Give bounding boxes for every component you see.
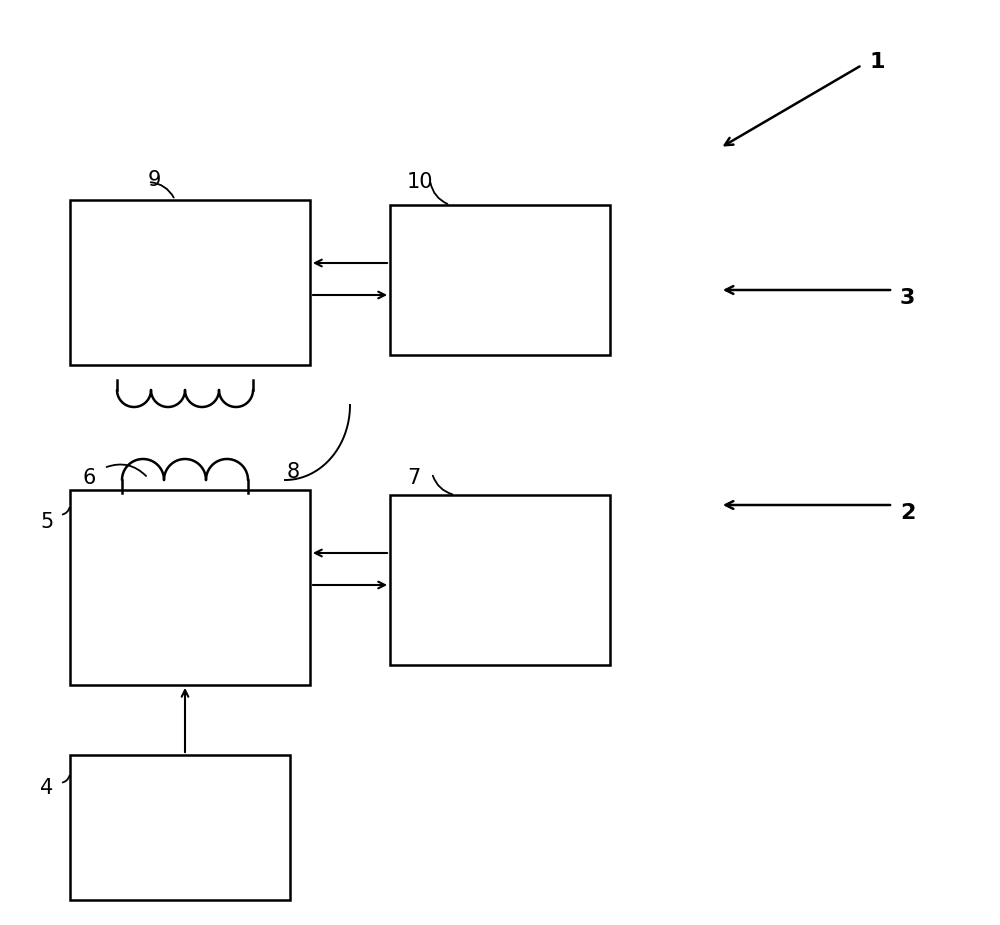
Text: 3: 3 <box>900 288 915 308</box>
Text: 10: 10 <box>407 172 434 192</box>
Text: 5: 5 <box>40 512 53 532</box>
Bar <box>390 495 610 665</box>
Text: 7: 7 <box>407 468 420 488</box>
Text: 8: 8 <box>287 462 300 482</box>
Text: 2: 2 <box>900 503 915 523</box>
Text: 9: 9 <box>148 170 161 190</box>
Text: 6: 6 <box>82 468 95 488</box>
Bar <box>70 200 310 365</box>
Text: 1: 1 <box>870 52 886 72</box>
Bar <box>390 205 610 355</box>
Bar <box>70 490 310 685</box>
Bar <box>70 755 290 900</box>
Text: 4: 4 <box>40 778 53 798</box>
